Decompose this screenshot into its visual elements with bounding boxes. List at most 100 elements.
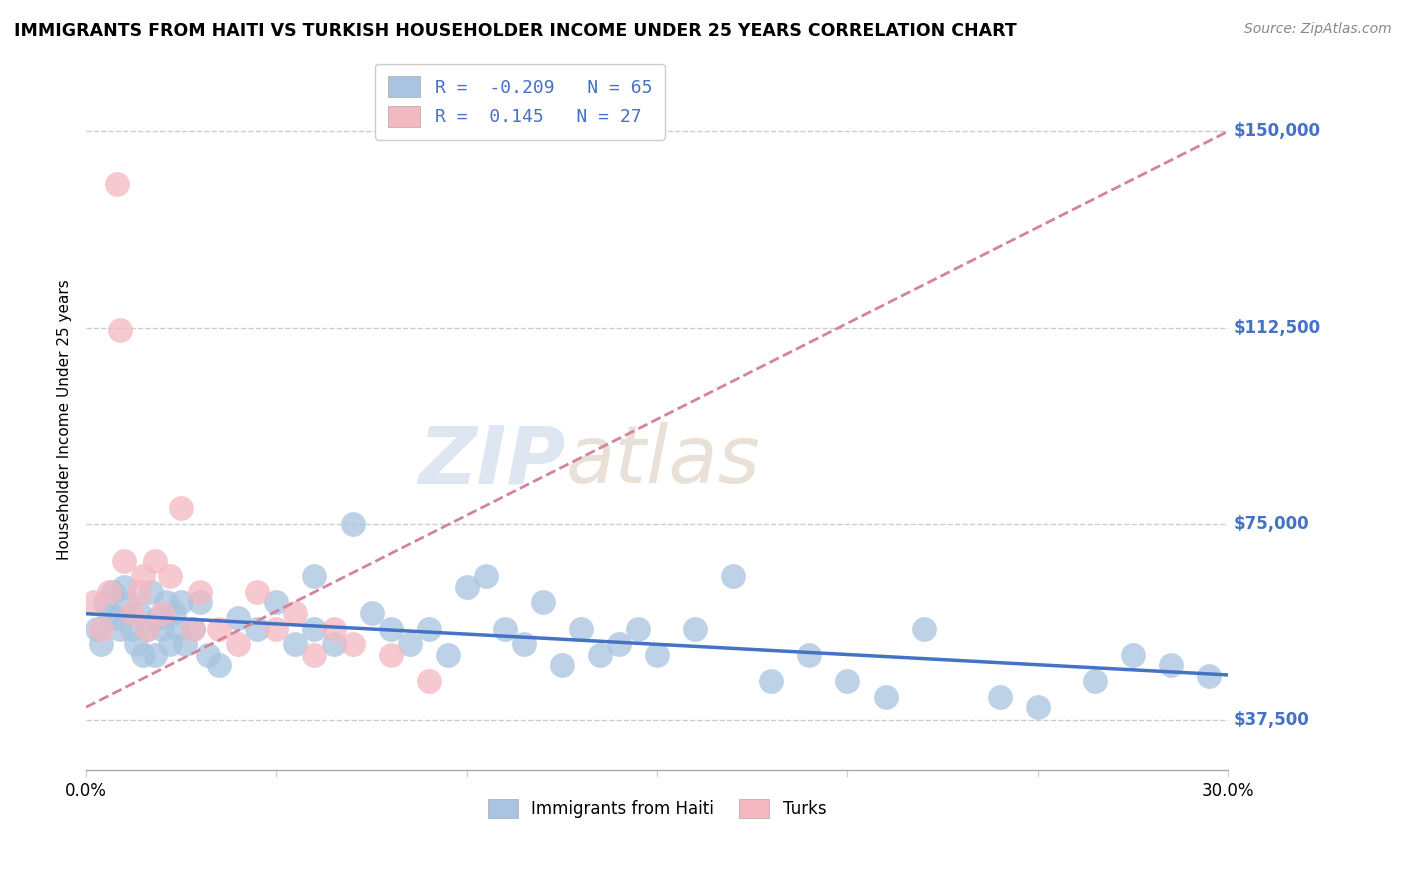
Point xyxy=(322,622,344,636)
Point xyxy=(136,622,159,636)
Point xyxy=(837,673,859,688)
Text: $37,500: $37,500 xyxy=(1234,711,1309,730)
Point xyxy=(166,622,188,636)
Point xyxy=(228,611,250,625)
Text: atlas: atlas xyxy=(565,422,761,500)
Point xyxy=(117,595,139,609)
Point xyxy=(475,569,498,583)
Point xyxy=(723,569,745,583)
Text: $75,000: $75,000 xyxy=(1234,515,1309,533)
Point xyxy=(181,622,204,636)
Text: IMMIGRANTS FROM HAITI VS TURKISH HOUSEHOLDER INCOME UNDER 25 YEARS CORRELATION C: IMMIGRANTS FROM HAITI VS TURKISH HOUSEHO… xyxy=(14,22,1017,40)
Point xyxy=(136,622,159,636)
Text: ZIP: ZIP xyxy=(419,422,565,500)
Point xyxy=(197,648,219,662)
Point xyxy=(607,637,630,651)
Point xyxy=(124,637,146,651)
Point xyxy=(112,553,135,567)
Point xyxy=(228,637,250,651)
Point xyxy=(342,516,364,531)
Point xyxy=(128,606,150,620)
Point xyxy=(246,585,269,599)
Point xyxy=(304,569,326,583)
Text: Source: ZipAtlas.com: Source: ZipAtlas.com xyxy=(1244,22,1392,37)
Point xyxy=(170,595,193,609)
Point xyxy=(150,606,173,620)
Point xyxy=(174,637,197,651)
Point xyxy=(121,606,143,620)
Point xyxy=(284,606,307,620)
Point xyxy=(322,637,344,651)
Point xyxy=(94,595,117,609)
Point xyxy=(132,569,155,583)
Point xyxy=(513,637,536,651)
Text: $150,000: $150,000 xyxy=(1234,122,1320,140)
Point xyxy=(132,648,155,662)
Point xyxy=(112,580,135,594)
Y-axis label: Householder Income Under 25 years: Householder Income Under 25 years xyxy=(58,279,72,559)
Point xyxy=(86,622,108,636)
Point xyxy=(799,648,821,662)
Point xyxy=(589,648,612,662)
Point xyxy=(912,622,935,636)
Point xyxy=(284,637,307,651)
Point xyxy=(170,501,193,516)
Point xyxy=(208,658,231,673)
Point xyxy=(436,648,458,662)
Text: $112,500: $112,500 xyxy=(1234,318,1322,336)
Point xyxy=(531,595,554,609)
Point xyxy=(380,648,402,662)
Point xyxy=(456,580,478,594)
Point xyxy=(162,606,184,620)
Point xyxy=(494,794,516,808)
Point xyxy=(645,648,668,662)
Point xyxy=(128,585,150,599)
Point xyxy=(569,622,592,636)
Point xyxy=(627,622,650,636)
Point xyxy=(181,622,204,636)
Point xyxy=(110,622,132,636)
Point xyxy=(101,585,124,599)
Point xyxy=(266,595,288,609)
Point xyxy=(121,622,143,636)
Point xyxy=(105,611,128,625)
Legend: Immigrants from Haiti, Turks: Immigrants from Haiti, Turks xyxy=(481,792,832,825)
Point xyxy=(418,673,440,688)
Point xyxy=(360,606,382,620)
Point xyxy=(97,585,120,599)
Point xyxy=(988,690,1011,704)
Point xyxy=(1026,700,1049,714)
Point xyxy=(418,622,440,636)
Point xyxy=(494,622,516,636)
Point xyxy=(342,637,364,651)
Point xyxy=(150,622,173,636)
Point xyxy=(97,606,120,620)
Point xyxy=(1122,648,1144,662)
Point xyxy=(159,569,181,583)
Point xyxy=(90,622,112,636)
Point xyxy=(155,595,177,609)
Point xyxy=(683,622,706,636)
Point xyxy=(143,648,166,662)
Point xyxy=(90,637,112,651)
Point xyxy=(139,585,162,599)
Point xyxy=(1084,673,1107,688)
Point xyxy=(398,637,420,651)
Point xyxy=(266,622,288,636)
Point xyxy=(875,690,897,704)
Point xyxy=(148,611,170,625)
Point xyxy=(380,622,402,636)
Point xyxy=(1198,669,1220,683)
Point xyxy=(551,658,574,673)
Point xyxy=(761,673,783,688)
Point xyxy=(1160,658,1182,673)
Point xyxy=(83,595,105,609)
Point xyxy=(188,585,211,599)
Point xyxy=(159,637,181,651)
Point xyxy=(208,622,231,636)
Point xyxy=(246,622,269,636)
Point xyxy=(143,553,166,567)
Point xyxy=(105,177,128,191)
Point xyxy=(110,323,132,337)
Point xyxy=(304,648,326,662)
